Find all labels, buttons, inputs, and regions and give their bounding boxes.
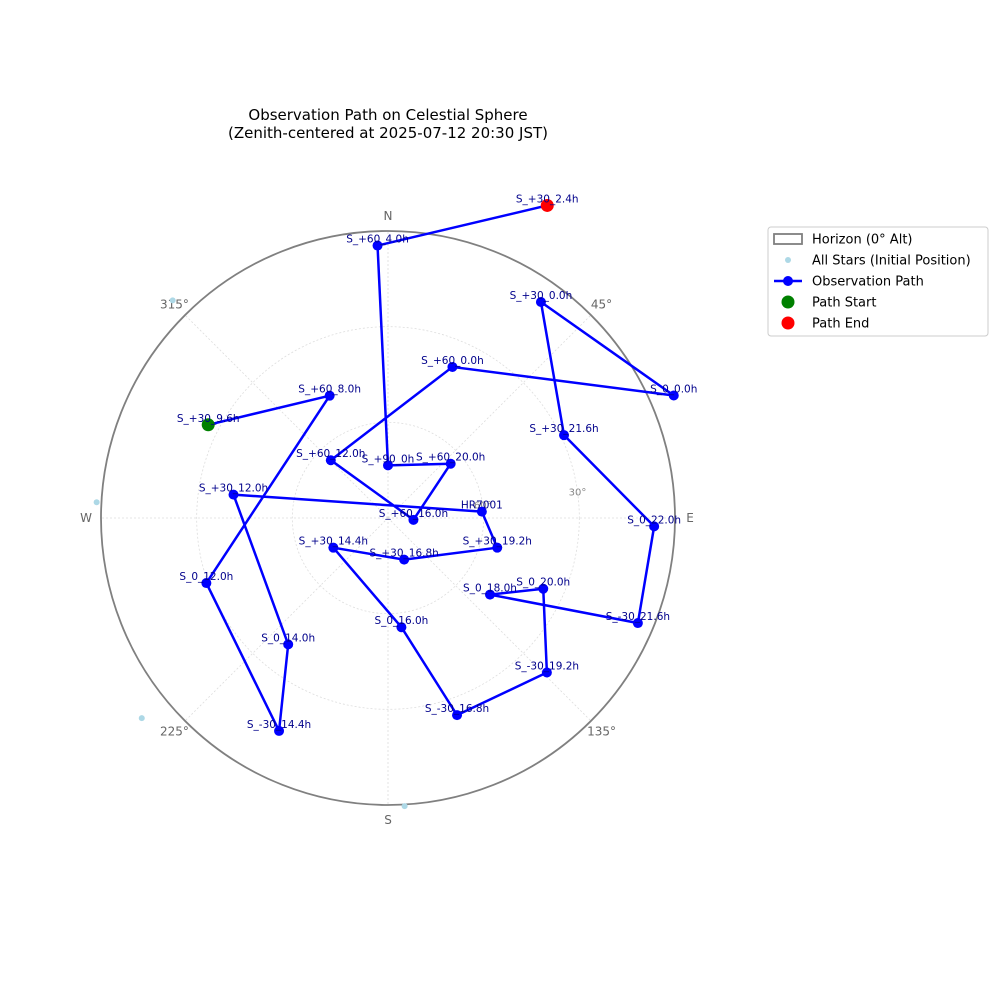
compass-label-e: E: [686, 511, 694, 525]
point-label-s-60-0-0h: S_+60_0.0h: [421, 355, 484, 367]
path-point-s-30-0-0h: [535, 296, 546, 307]
point-label-s-30-21-6h: S_-30_21.6h: [606, 611, 670, 623]
point-label-s-0-0-0h: S_0_0.0h: [650, 384, 697, 396]
grid-layer: 60° 30° N E S W 45° 135° 225° 315°: [80, 209, 694, 827]
chart-title-line2: (Zenith-centered at 2025-07-12 20:30 JST…: [228, 124, 548, 142]
point-label-s-30-0-0h: S_+30_0.0h: [510, 290, 573, 302]
legend-label-observation-path: Observation Path: [812, 275, 924, 290]
legend-label-path-start: Path Start: [812, 296, 876, 311]
chart-title-line1: Observation Path on Celestial Sphere: [248, 106, 527, 124]
path-point-hr7001: [476, 506, 487, 517]
path-point-s-0-22-0h: [649, 521, 660, 532]
horizon-circle: [100, 230, 676, 806]
legend-swatch-path-start: [781, 295, 795, 309]
path-point-s-90-0h: [383, 460, 393, 471]
all-star-point-3: [401, 803, 408, 810]
path-point-s-30-14-4h: [274, 725, 285, 736]
path-end-point: [540, 198, 554, 212]
legend-swatch-horizon: [773, 233, 803, 245]
path-point-s-0-18-0h: [485, 589, 496, 600]
point-label-s-30-12-0h: S_+30_12.0h: [199, 483, 268, 495]
path-point-s-60-0-0h: [447, 361, 458, 372]
path-point-s-30-12-0h: [228, 489, 239, 500]
path-point-s-30-19-2h: [492, 542, 503, 553]
all-stars-layer: [93, 297, 408, 810]
legend-label-horizon-0-alt: Horizon (0° Alt): [812, 233, 912, 248]
point-label-s-60-20-0h: S_+60_20.0h: [416, 452, 485, 464]
point-label-s-30-9-6h: S_+30_9.6h: [177, 413, 240, 425]
path-point-s-30-14-4h: [328, 542, 339, 553]
observation-path-layer: [201, 198, 679, 736]
compass-label-w: W: [80, 511, 92, 525]
all-star-point-0: [169, 297, 176, 304]
path-point-s-0-20-0h: [538, 583, 549, 594]
point-label-s-30-14-4h: S_-30_14.4h: [247, 719, 311, 731]
point-label-hr7001: HR7001: [461, 500, 503, 512]
compass-label-n: N: [384, 209, 393, 223]
path-point-s-0-14-0h: [283, 639, 294, 650]
ring-label-60: 60°: [474, 501, 492, 512]
point-label-s-30-16-8h: S_+30_16.8h: [369, 548, 438, 560]
path-point-s-60-12-0h: [325, 455, 336, 466]
all-star-point-2: [138, 715, 145, 722]
point-label-s-60-4-0h: S_+60_4.0h: [346, 234, 409, 246]
compass-label-225: 225°: [160, 725, 189, 739]
path-point-s-60-16-0h: [408, 514, 419, 525]
path-point-s-0-12-0h: [201, 578, 212, 589]
point-label-s-30-14-4h: S_+30_14.4h: [299, 536, 368, 548]
path-point-s-30-19-2h: [541, 667, 552, 678]
point-label-s-30-21-6h: S_+30_21.6h: [529, 423, 598, 435]
compass-label-315: 315°: [160, 297, 189, 311]
point-label-s-60-8-0h: S_+60_8.0h: [298, 384, 361, 396]
legend-swatch-all-stars: [785, 257, 791, 263]
spoke-225: [184, 517, 389, 722]
point-label-s-90-0h: S_+90_0h: [362, 453, 415, 465]
legend-swatch-path-end: [781, 316, 795, 330]
path-point-s-60-20-0h: [445, 458, 456, 469]
legend: Horizon (0° Alt) All Stars (Initial Posit…: [767, 226, 989, 337]
point-label-s-60-12-0h: S_+60_12.0h: [296, 448, 365, 460]
legend-swatch-path-marker: [783, 276, 793, 286]
compass-label-45: 45°: [591, 297, 612, 311]
ring-label-30: 30°: [569, 487, 587, 498]
path-point-s-30-16-8h: [399, 554, 410, 565]
point-label-s-0-14-0h: S_0_14.0h: [261, 632, 315, 644]
legend-label-path-end: Path End: [812, 317, 869, 332]
all-star-point-1: [93, 499, 100, 506]
point-label-s-0-22-0h: S_0_22.0h: [627, 514, 681, 526]
point-label-s-30-16-8h: S_-30_16.8h: [425, 703, 489, 715]
path-point-s-60-8-0h: [324, 390, 335, 401]
compass-label-135: 135°: [587, 725, 616, 739]
point-label-s-0-20-0h: S_0_20.0h: [516, 577, 570, 589]
point-label-s-30-19-2h: S_+30_19.2h: [463, 536, 532, 548]
observation-path-line: [205, 204, 676, 733]
legend-frame: [767, 226, 989, 337]
path-point-s-0-0-0h: [668, 390, 679, 401]
point-label-s-0-18-0h: S_0_18.0h: [463, 583, 517, 595]
point-label-s-30-2-4h: S_+30_2.4h: [516, 193, 579, 205]
point-labels-layer: S_+30_9.6h S_+60_8.0h S_0_12.0h S_-30_14.4h…: [177, 193, 697, 730]
path-point-s-30-21-6h: [632, 618, 643, 629]
point-label-s-30-19-2h: S_-30_19.2h: [515, 661, 579, 673]
path-point-s-0-16-0h: [396, 622, 407, 633]
point-label-s-0-12-0h: S_0_12.0h: [179, 571, 233, 583]
point-label-s-60-16-0h: S_+60_16.0h: [379, 508, 448, 520]
path-start-point: [201, 418, 215, 432]
path-point-s-30-21-6h: [559, 430, 570, 441]
path-point-s-60-4-0h: [372, 240, 383, 251]
path-point-s-30-16-8h: [452, 710, 463, 721]
point-label-s-0-16-0h: S_0_16.0h: [374, 615, 428, 627]
compass-label-s: S: [384, 813, 392, 827]
legend-label-all-stars-initial-position: All Stars (Initial Position): [812, 254, 971, 269]
altitude-ring-30: [196, 326, 580, 710]
